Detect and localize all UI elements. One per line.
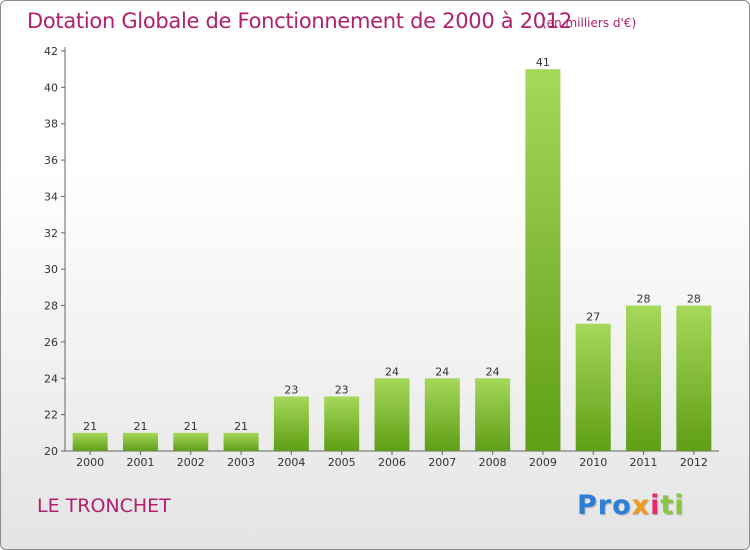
chart-title: Dotation Globale de Fonctionnement de 20… [27,9,572,33]
bar [525,69,561,451]
x-tick-label: 2005 [328,456,356,469]
bar-value-label: 24 [486,365,500,378]
y-tick-label: 32 [44,227,58,240]
x-tick-label: 2003 [227,456,255,469]
proxiti-logo: Proxiti [577,490,685,521]
bar-value-label: 27 [586,311,600,324]
bar [72,432,108,451]
bar [374,378,410,451]
bar [122,432,158,451]
bar-value-label: 21 [83,420,97,433]
bar [273,396,309,451]
y-tick-label: 22 [44,409,58,422]
y-tick-label: 36 [44,154,58,167]
town-name: LE TRONCHET [37,495,171,517]
bar-value-label: 21 [133,420,147,433]
logo-part-2: x [631,490,651,521]
chart-labels: 20 22 24 26 28 30 32 34 36 38 40 42 2000 21 2001 21 2002… [44,45,708,469]
bar-value-label: 23 [284,383,298,396]
logo-part-3: i [650,490,661,521]
bar [575,323,611,451]
x-tick-label: 2009 [529,456,557,469]
logo-part-4: ti [660,490,685,521]
y-tick-label: 24 [44,372,58,385]
y-tick-label: 30 [44,263,58,276]
bar [626,305,662,451]
logo-part-1: Pro [577,490,632,521]
bar [173,432,209,451]
bar [475,378,511,451]
x-tick-label: 2002 [177,456,205,469]
bar [424,378,460,451]
x-tick-label: 2010 [579,456,607,469]
y-tick-label: 40 [44,81,58,94]
bar [223,432,259,451]
bar-value-label: 41 [536,56,550,69]
y-tick-label: 42 [44,45,58,58]
y-tick-label: 38 [44,118,58,131]
bar-value-label: 21 [234,420,248,433]
bar-value-label: 24 [435,365,449,378]
bar-value-label: 28 [637,293,651,306]
x-tick-label: 2006 [378,456,406,469]
x-tick-label: 2001 [126,456,154,469]
bar [676,305,712,451]
bar-value-label: 21 [184,420,198,433]
x-tick-label: 2012 [680,456,708,469]
x-tick-label: 2004 [277,456,305,469]
x-tick-label: 2011 [630,456,658,469]
bar-value-label: 23 [335,383,349,396]
x-tick-label: 2008 [479,456,507,469]
chart-subtitle: (en milliers d'€) [542,16,637,30]
y-tick-label: 20 [44,445,58,458]
y-tick-label: 28 [44,300,58,313]
x-tick-label: 2000 [76,456,104,469]
bar [324,396,360,451]
bar-value-label: 28 [687,293,701,306]
chart-bars [72,69,712,451]
y-tick-label: 26 [44,336,58,349]
x-tick-label: 2007 [428,456,456,469]
bar-value-label: 24 [385,365,399,378]
y-tick-label: 34 [44,190,58,203]
